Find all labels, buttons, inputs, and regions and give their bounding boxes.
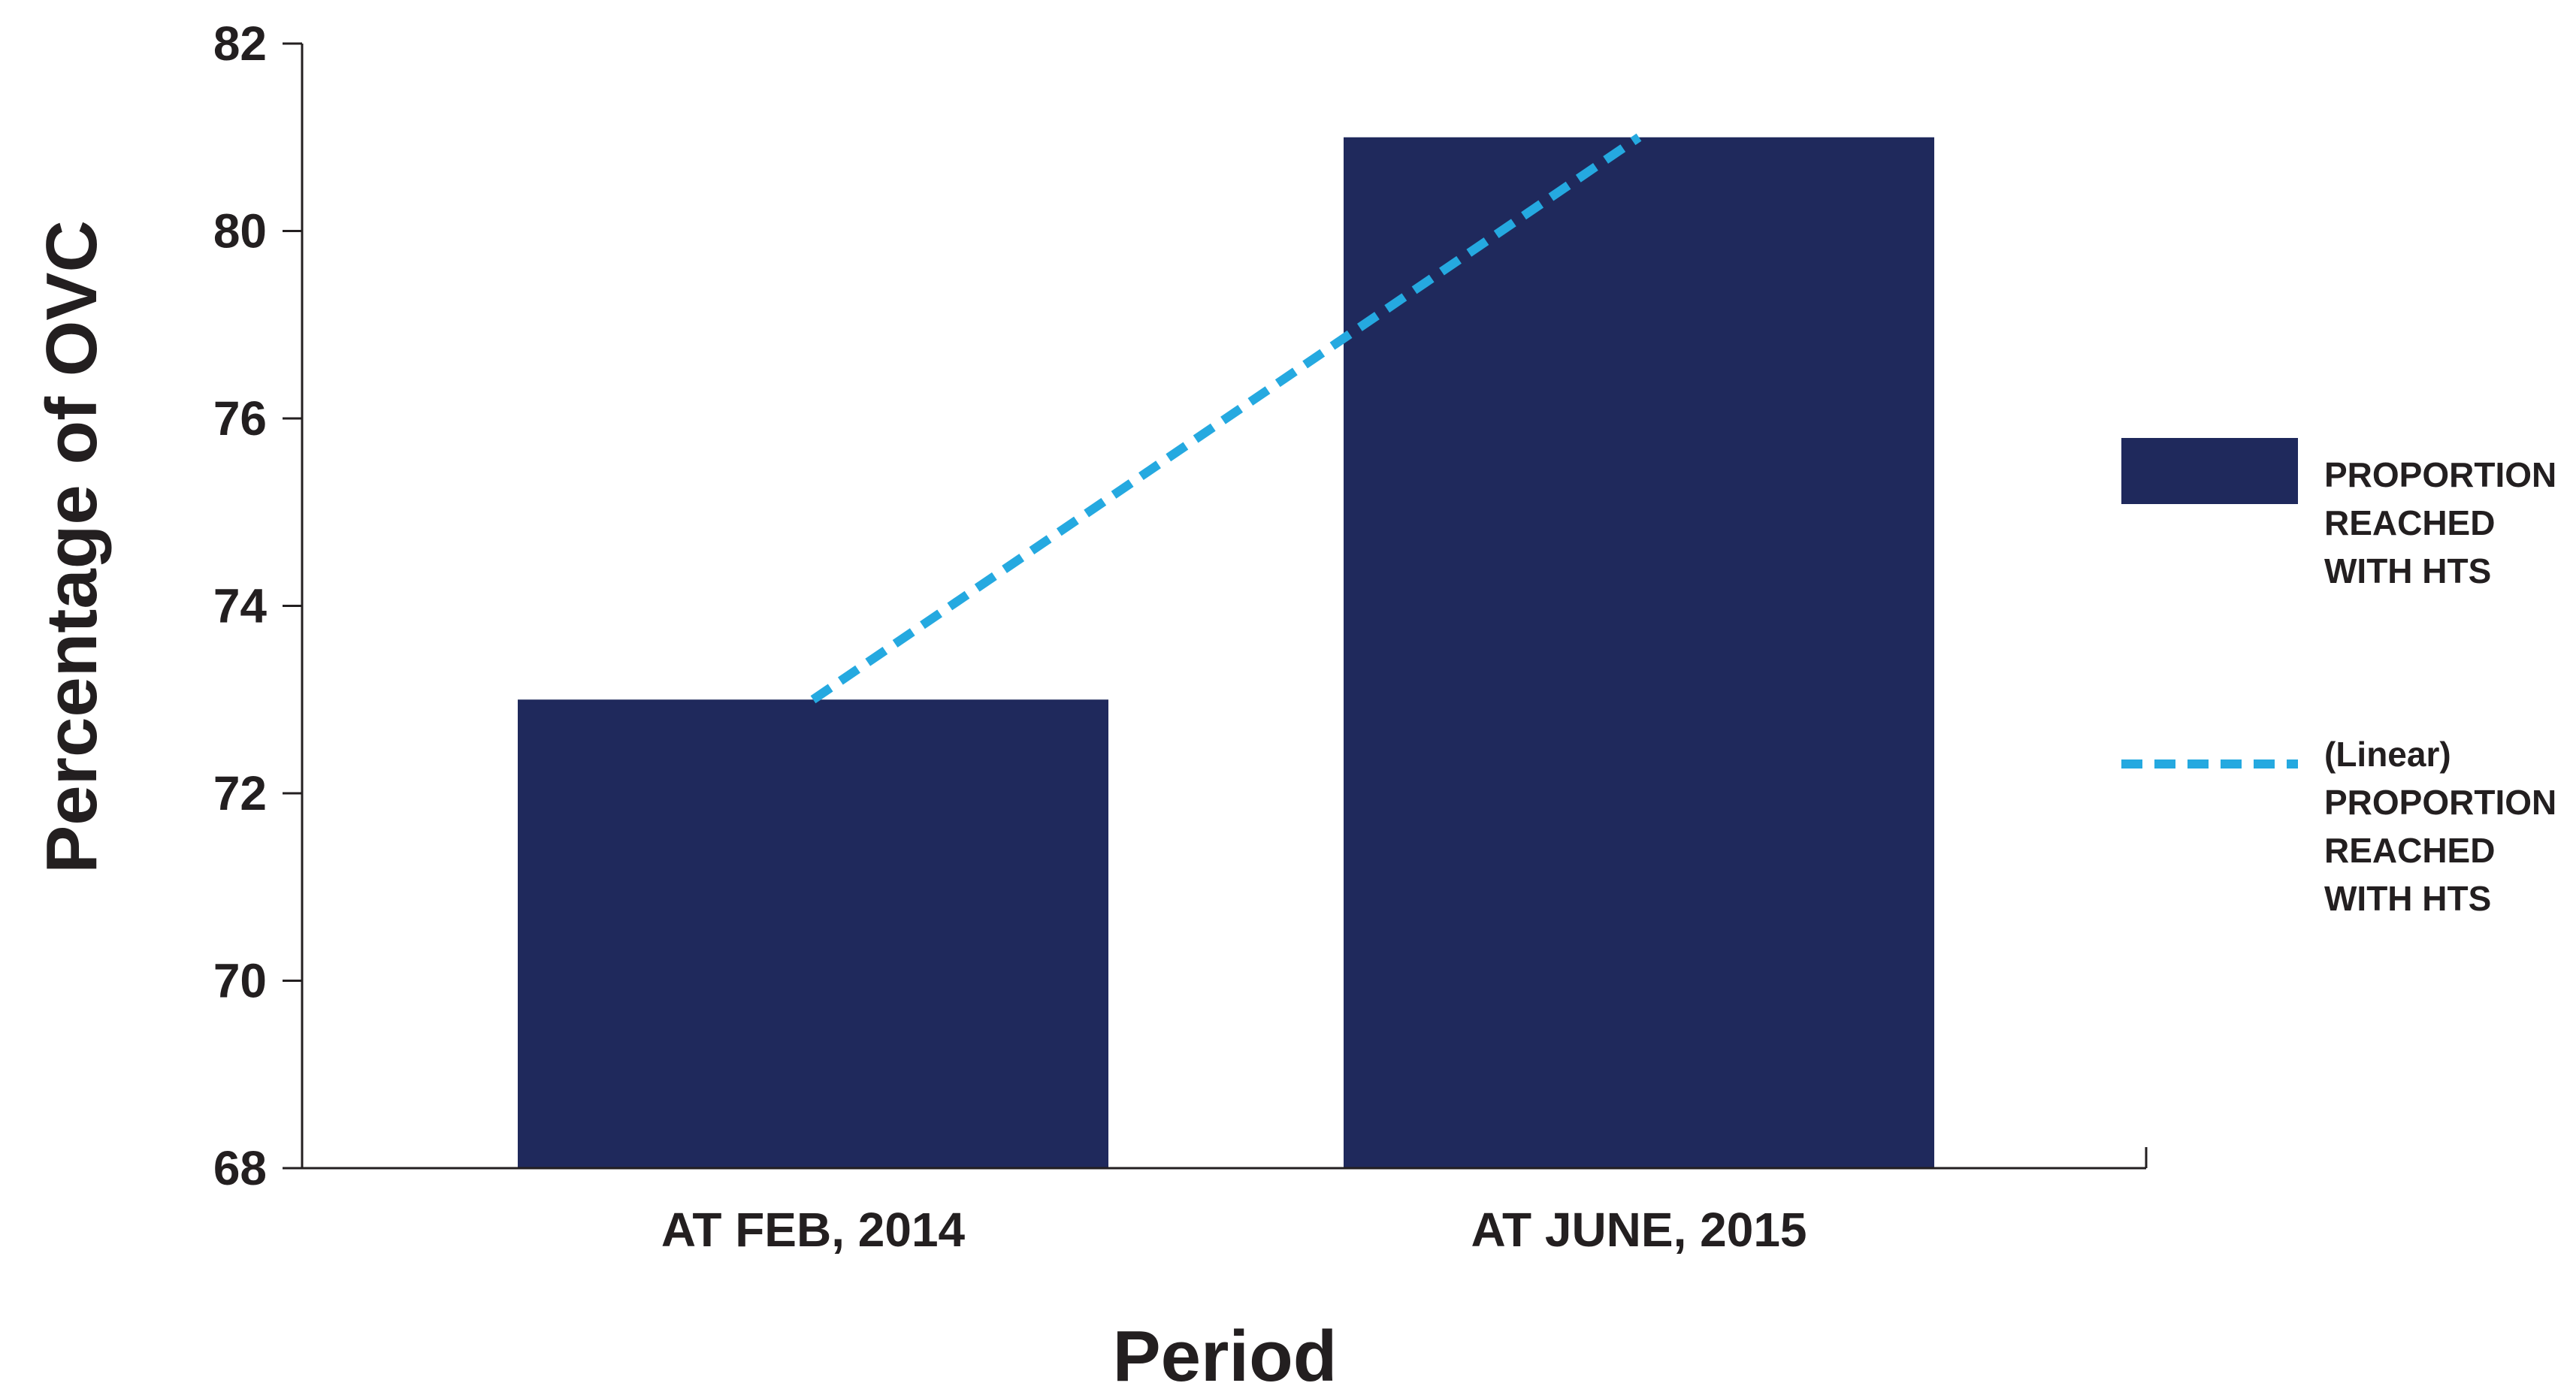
- y-tick-label: 76: [213, 391, 267, 445]
- y-tick-label: 74: [213, 579, 268, 633]
- y-tick-label: 68: [213, 1141, 267, 1195]
- x-axis-title: Period: [1113, 1316, 1338, 1383]
- legend-label-trendline: REACHED: [2324, 831, 2495, 870]
- trendline: [810, 133, 1642, 704]
- legend-label-bar: REACHED: [2324, 503, 2495, 542]
- x-axis: AT FEB, 2014 AT JUNE, 2015: [302, 1147, 2148, 1257]
- legend-label-trendline: (Linear): [2324, 735, 2451, 774]
- y-tick-label: 80: [213, 204, 267, 258]
- legend-label-bar: PROPORTION: [2324, 455, 2556, 494]
- x-tick-label: AT FEB, 2014: [661, 1203, 966, 1257]
- legend-label-bar: WITH HTS: [2324, 551, 2491, 590]
- x-tick-label: AT JUNE, 2015: [1471, 1203, 1807, 1257]
- bar: [518, 699, 1108, 1168]
- legend-label-trendline: PROPORTION: [2324, 783, 2556, 822]
- legend-label-trendline: WITH HTS: [2324, 879, 2491, 918]
- bar: [1344, 137, 1934, 1168]
- legend: PROPORTION REACHED WITH HTS (Linear) PROPORT…: [2121, 438, 2556, 918]
- y-axis: 68 70 72 74 76 80 82: [213, 17, 304, 1195]
- y-tick-label: 70: [213, 954, 267, 1008]
- plot-area: [518, 133, 1934, 1168]
- y-tick-label: 82: [213, 17, 267, 71]
- y-axis-title: Percentage of OVC: [32, 220, 112, 874]
- legend-swatch-bar: [2121, 438, 2298, 504]
- y-tick-label: 72: [213, 766, 267, 820]
